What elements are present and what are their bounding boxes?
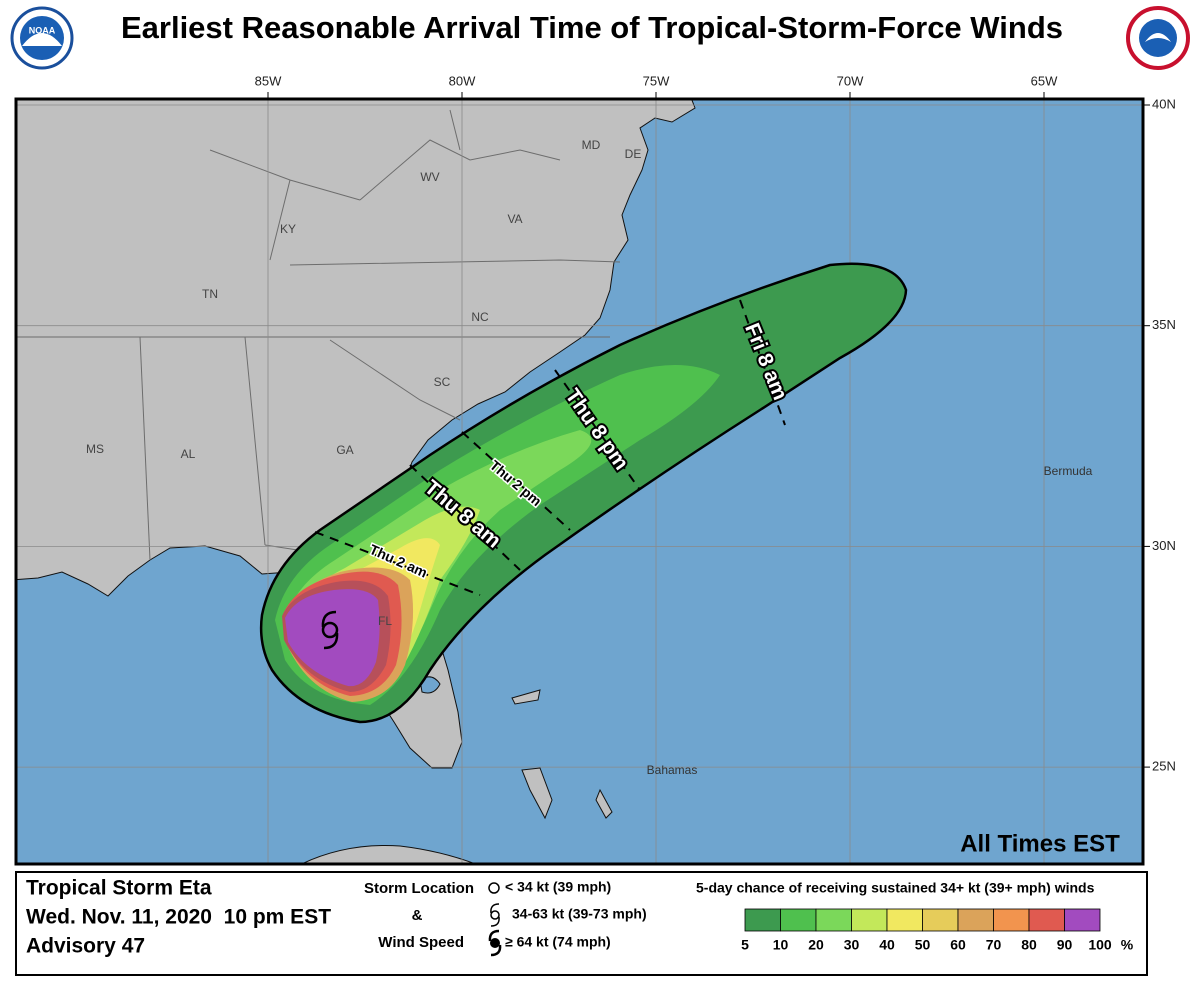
state-label: SC [434, 375, 451, 389]
color-swatch [1028, 908, 1065, 932]
time-line [739, 299, 786, 426]
state-label: WV [420, 170, 439, 184]
color-swatch [957, 908, 994, 932]
color-legend-title: 5-day chance of receiving sustained 34+ … [696, 880, 1095, 896]
symbol-label: < 34 kt (39 mph) [505, 879, 611, 895]
color-swatch [886, 908, 923, 932]
color-label: 50 [915, 937, 931, 953]
time-lines [314, 299, 786, 596]
logo-text: NOAA [29, 25, 56, 35]
symbol-heading: Wind Speed [378, 934, 464, 951]
place-label: Bahamas [647, 763, 698, 777]
symbol-arms [488, 929, 502, 957]
longitude-label: 85W [255, 73, 282, 88]
color-label: 10 [773, 937, 789, 953]
state-label: NC [471, 310, 489, 324]
symbol-hurricane [488, 929, 502, 957]
map-frame [14, 97, 1145, 866]
longitude-label: 70W [837, 73, 864, 88]
color-label: 30 [844, 937, 860, 953]
symbol-heading: Storm Location [364, 880, 474, 897]
time-line [461, 431, 571, 531]
bahamas [511, 689, 613, 820]
state-label: MS [86, 442, 104, 456]
longitude-label: 80W [449, 73, 476, 88]
color-swatch [1064, 908, 1101, 932]
coordinate-labels: 85W 80W 75W 70W 65W 40N 35N 30N 25N [255, 73, 1176, 773]
state-label: VA [507, 212, 522, 226]
state-label: AL [181, 447, 196, 461]
color-swatch [815, 908, 852, 932]
symbol-center [490, 938, 500, 948]
color-label: 40 [879, 937, 895, 953]
color-swatch [780, 908, 817, 932]
cuba [300, 845, 477, 864]
noaa-logo: NOAA [10, 6, 74, 70]
time-line [554, 369, 641, 491]
color-label: 80 [1021, 937, 1037, 953]
symbol-label: 34-63 kt (39-73 mph) [512, 906, 647, 922]
storm-name: Tropical Storm Eta [26, 877, 212, 900]
latitude-label: 30N [1152, 538, 1176, 553]
time-line [314, 531, 481, 596]
place-label: Bermuda [1044, 464, 1093, 478]
advisory-number: Advisory 47 [26, 935, 145, 958]
color-label: 60 [950, 937, 966, 953]
storm-symbol [321, 610, 339, 650]
nws-logo [1126, 6, 1190, 70]
state-label: DE [625, 147, 642, 161]
color-unit: % [1121, 937, 1134, 953]
color-swatch [993, 908, 1030, 932]
color-label: 5 [741, 937, 749, 953]
symbol-storm [490, 903, 500, 927]
state-label: KY [280, 222, 296, 236]
logo-cloud [1145, 33, 1171, 42]
symbol-center [490, 910, 500, 920]
symbol-weak [488, 882, 500, 894]
symbol-label: ≥ 64 kt (74 mph) [505, 934, 611, 950]
advisory-date: Wed. Nov. 11, 2020 10 pm EST [26, 906, 331, 929]
storm-arm [323, 632, 339, 650]
state-label: TN [202, 287, 218, 301]
color-swatch [744, 908, 781, 932]
color-label: 70 [986, 937, 1002, 953]
longitude-label: 75W [643, 73, 670, 88]
longitude-label: 65W [1031, 73, 1058, 88]
color-legend: 5 10 20 30 40 50 60 70 80 90 100% [741, 908, 1134, 953]
color-label: 90 [1057, 937, 1073, 953]
color-swatch [922, 908, 959, 932]
color-label: 100 [1088, 937, 1112, 953]
title: Earliest Reasonable Arrival Time of Trop… [121, 10, 1063, 45]
logo-bird [22, 33, 62, 46]
graticule [16, 99, 1143, 864]
storm-center [321, 621, 339, 639]
storm-arm [321, 610, 337, 628]
state-label: FL [378, 614, 392, 628]
map: Fri 8 am Thu 8 pm Thu 2 pm Thu 8 am Thu … [16, 99, 1143, 864]
latitude-label: 25N [1152, 759, 1176, 774]
symbol-arms [490, 903, 500, 927]
latitude-label: 35N [1152, 317, 1176, 332]
state-label: GA [336, 443, 353, 457]
symbol-heading: & [412, 907, 423, 924]
probability-cone [259, 262, 908, 724]
color-swatch [851, 908, 888, 932]
latitude-label: 40N [1152, 96, 1176, 111]
state-label: MD [582, 138, 601, 152]
color-label: 20 [808, 937, 824, 953]
times-note: All Times EST [960, 830, 1120, 857]
